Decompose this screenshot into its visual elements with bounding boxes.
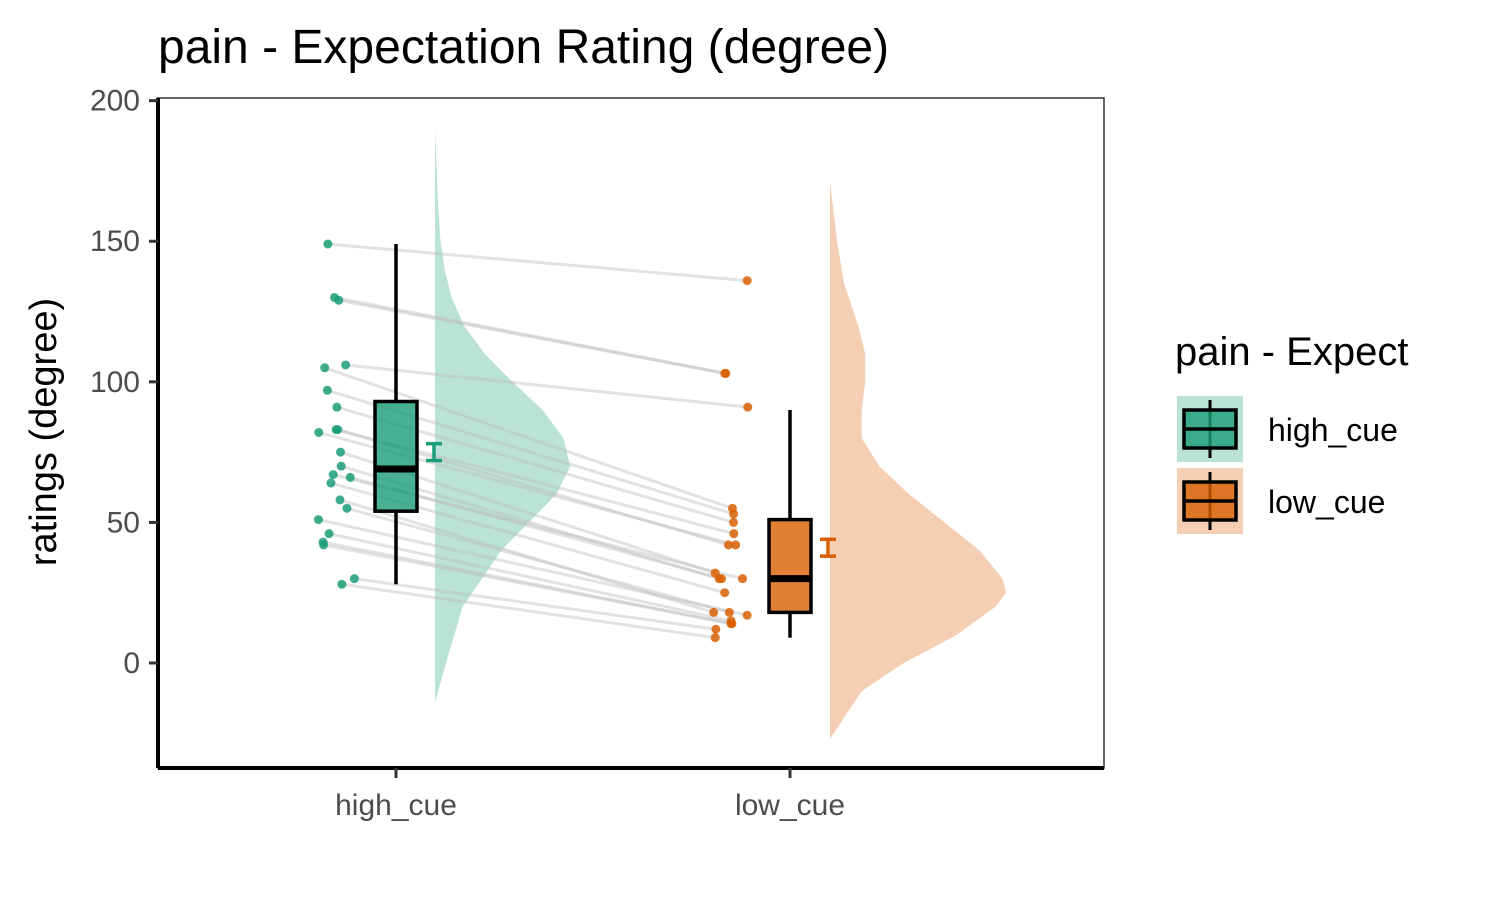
high_cue-box — [373, 399, 419, 513]
high_cue-point — [345, 472, 355, 482]
paired-line — [354, 577, 717, 631]
high_cue-point — [333, 425, 343, 435]
paired-line — [339, 498, 715, 614]
low_cue-point — [720, 588, 730, 598]
legend-item-high_cue: high_cue — [1177, 396, 1398, 462]
chart-title: pain - Expectation Rating (degree) — [158, 21, 889, 74]
paired-line — [338, 298, 726, 375]
high_cue-point — [337, 579, 347, 589]
low_cue-point — [724, 607, 734, 617]
plot-panel: 0 50 100 150 200 high_cue low_cue — [90, 85, 1105, 822]
high_cue-error-bar — [426, 441, 442, 463]
y-tick-label: 150 — [90, 225, 140, 258]
y-tick-label: 200 — [90, 85, 140, 118]
low_cue-point — [743, 402, 753, 412]
high_cue-point — [322, 385, 332, 395]
high_cue-point — [341, 360, 351, 370]
low_cue-point — [726, 619, 736, 629]
legend: pain - Expect high_cue low_cue — [1175, 330, 1408, 534]
high_cue-point — [336, 461, 346, 471]
y-axis-title: ratings (degree) — [23, 298, 65, 566]
paired-line — [323, 543, 732, 626]
y-tick-label: 50 — [107, 506, 140, 539]
paired-line — [327, 242, 748, 283]
low_cue-point — [742, 610, 752, 620]
legend-item-low_cue: low_cue — [1177, 468, 1385, 534]
high_cue-point — [313, 515, 323, 525]
paired-line — [334, 296, 727, 375]
x-tick-label: low_cue — [735, 789, 845, 822]
high_cue-point — [334, 295, 344, 305]
low_cue-point — [723, 540, 733, 550]
y-tick-label: 0 — [123, 647, 140, 680]
paired-line — [346, 506, 730, 614]
high_cue-point — [319, 540, 329, 550]
low_cue-point — [710, 633, 720, 643]
low_cue-point — [720, 368, 730, 378]
paired-line — [324, 366, 733, 510]
low_cue-point — [729, 509, 739, 519]
low_cue-point — [737, 574, 747, 584]
high_cue-point — [320, 363, 330, 373]
low_cue-point — [709, 607, 719, 617]
legend-label: high_cue — [1268, 412, 1398, 448]
low_cue-point — [711, 624, 721, 634]
low_cue-point — [717, 574, 727, 584]
x-tick-label: high_cue — [335, 789, 457, 822]
low_cue-point — [729, 529, 739, 539]
high_cue-point — [314, 427, 324, 437]
paired-line — [345, 363, 748, 409]
high_cue-density-cloud — [435, 128, 571, 703]
low_cue-density-cloud — [830, 182, 1006, 739]
high_cue-point — [323, 239, 333, 249]
high_cue-point — [335, 495, 345, 505]
high_cue-point — [349, 574, 359, 584]
paired-line — [318, 518, 748, 617]
low_cue-error-bar — [820, 537, 836, 558]
low_cue-point — [729, 517, 739, 527]
low_cue-point — [731, 540, 741, 550]
low_cue-box — [767, 517, 813, 615]
panel-border — [157, 97, 1105, 769]
low_cue-point — [742, 276, 752, 286]
high_cue-point — [336, 447, 346, 457]
high_cue-point — [342, 503, 352, 513]
legend-title: pain - Expect — [1175, 330, 1408, 374]
high_cue-point — [328, 470, 338, 480]
high_cue-point — [324, 529, 334, 539]
legend-label: low_cue — [1268, 484, 1385, 520]
paired-line — [341, 582, 716, 640]
high_cue-point — [326, 478, 336, 488]
y-tick-label: 100 — [90, 366, 140, 399]
high_cue-point — [332, 402, 342, 412]
paired-line — [322, 540, 733, 626]
